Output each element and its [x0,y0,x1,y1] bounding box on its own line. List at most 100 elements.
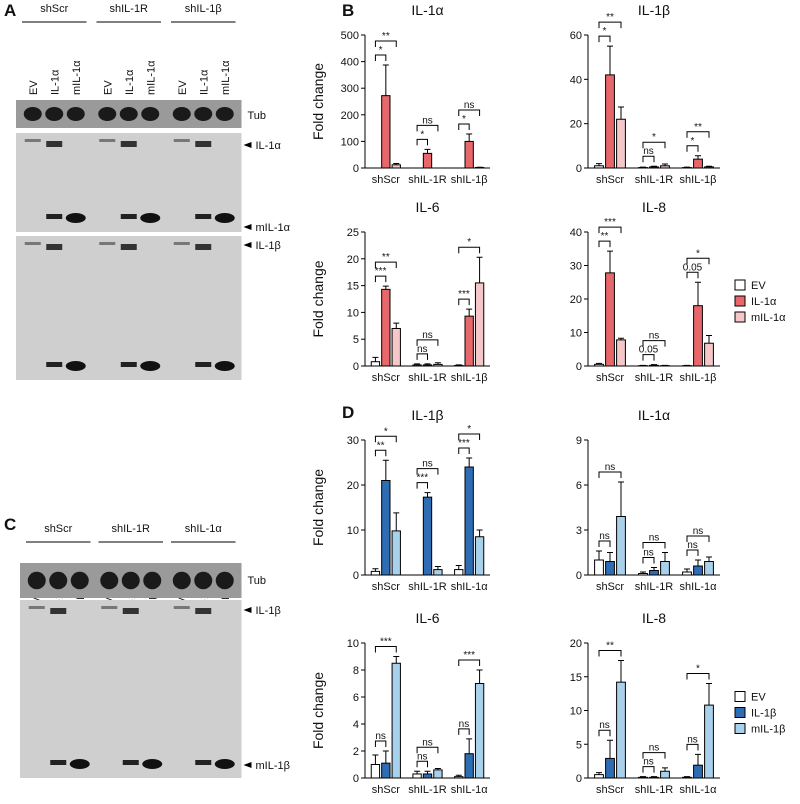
y-tick-label: 20 [570,638,582,650]
significance-label: ns [643,757,654,768]
blot-band [66,213,86,223]
panel-label: B [342,1,354,20]
blot-band [194,107,212,121]
error-bar [372,357,378,361]
legend-label: mIL-1β [751,724,785,736]
bar [683,572,692,575]
blot-band [195,760,211,765]
y-tick-label: 6 [353,692,359,704]
significance-label: 0.05 [683,262,703,273]
blot-arrow [244,242,252,248]
significance-label: ** [382,252,390,263]
y-tick-label: 3 [576,525,582,537]
legend-label: EV [751,692,766,704]
y-tick-label: 0 [576,773,582,785]
bar [694,765,703,778]
blot-band [123,760,139,765]
significance-label: ns [417,344,428,355]
legend-label: mIL-1α [751,312,786,324]
x-tick-label: shIL-1α [680,784,718,796]
significance-label: ns [599,531,610,542]
error-bar [662,768,668,771]
blot-band-label: Tub [248,575,267,587]
blot-band [215,361,235,371]
blot-group-label: shIL-1β [185,3,222,15]
chart-title: IL-6 [415,610,439,626]
panel-label: D [342,403,354,422]
blot-band [99,139,115,142]
blot-band [101,606,117,609]
significance-label: ns [643,548,654,559]
significance-label: * [652,132,656,143]
y-tick-label: 500 [341,30,359,42]
bar [465,754,473,778]
bar [434,770,442,778]
significance-label: ns [459,719,470,730]
error-bar [618,107,624,119]
bar [650,777,659,778]
blot-group-label: shScr [40,3,68,15]
significance-label: ** [606,12,614,23]
error-bar [393,657,399,664]
blot-band [194,572,212,590]
x-tick-label: shIL-1R [408,581,447,593]
significance-label: ns [687,540,698,551]
y-tick-label: 300 [341,83,359,95]
blot-band [195,362,211,367]
error-bar [393,323,399,328]
blot-band [174,606,190,609]
x-tick-label: shIL-1R [635,784,674,796]
significance-label: * [467,424,471,435]
significance-label: ** [377,440,385,451]
bar [413,365,421,366]
blot-band [46,362,62,367]
blot-band [121,141,137,147]
blot-band [66,361,86,371]
blot-group-label: shScr [44,523,72,535]
y-tick-label: 10 [347,638,359,650]
bar [392,328,400,366]
significance-label: *** [463,650,475,661]
y-tick-label: 0 [353,361,359,373]
blot-band [50,760,66,765]
error-bar [695,560,701,566]
bar [455,570,463,575]
x-tick-label: shIL-1R [408,372,447,384]
y-tick-label: 20 [347,480,359,492]
significance-label: *** [380,637,392,648]
blot-band [120,107,138,121]
blot-arrow [244,224,252,230]
bar [371,571,379,575]
y-tick-label: 40 [570,227,582,239]
y-tick-label: 20 [570,119,582,131]
y-tick-label: 20 [347,254,359,266]
blot-band [195,141,211,147]
blot-lane-label: IL-1α [124,69,136,95]
x-tick-label: shScr [372,372,400,384]
blot-band [174,242,190,245]
x-tick-label: shIL-1β [680,174,717,186]
x-tick-label: shScr [372,784,400,796]
blot-band-label: IL-1β [256,605,281,617]
bar [595,166,604,168]
error-bar [393,513,399,531]
y-tick-label: 2 [353,746,359,758]
blot-band-label: IL-1α [256,140,282,152]
bar [617,340,626,366]
significance-label: *** [375,266,387,277]
blot-band [49,572,67,590]
significance-label: *** [458,438,470,449]
error-bar [662,553,668,562]
error-bar [383,65,389,96]
x-tick-label: shScr [596,372,624,384]
y-tick-label: 25 [347,227,359,239]
blot-band [45,107,63,121]
y-axis-label: Fold change [310,469,326,546]
blot-band-label: mIL-1α [256,222,291,234]
bar [371,765,379,779]
significance-label: ns [417,751,428,762]
legend-swatch [735,708,745,718]
bar [382,481,390,576]
bar [455,777,463,778]
blot-lane-label: mIL-1α [220,60,232,95]
